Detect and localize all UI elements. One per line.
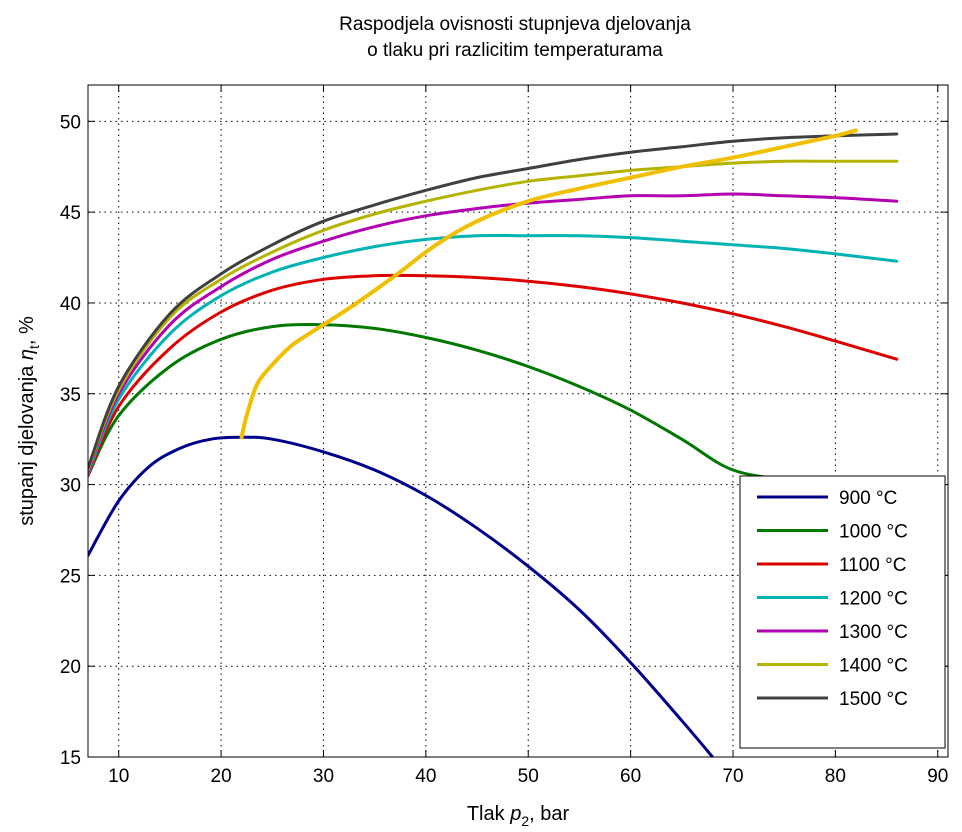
legend-label-3: 1200 °C bbox=[839, 589, 908, 610]
y-tick-label-0: 15 bbox=[60, 748, 81, 769]
axis-ticks: 10 20 30 40 50 60 70 80 90 15 20 25 30 35 40 45 50 bbox=[60, 85, 948, 787]
x-tick-label-0: 10 bbox=[108, 766, 129, 787]
y-axis-label: stupanj djelovanja ηt, % bbox=[16, 316, 42, 526]
series-lines bbox=[88, 128, 899, 757]
y-tick-label-4: 35 bbox=[60, 385, 81, 406]
chart-title-line-1: Raspodjela ovisnosti stupnjeva djelovanj… bbox=[339, 14, 691, 35]
x-tick-label-7: 80 bbox=[825, 766, 846, 787]
y-tick-label-6: 45 bbox=[60, 203, 81, 224]
legend: 900 °C 1000 °C 1100 °C 1200 °C 1300 °C 1400 °… bbox=[739, 475, 946, 749]
y-axis-label-prefix: stupanj djelovanja bbox=[16, 360, 38, 526]
y-tick-label-5: 40 bbox=[60, 294, 81, 315]
chart-title-line-2: o tlaku pri razlicitim temperaturama bbox=[367, 40, 663, 61]
y-axis-label-subscript: t bbox=[26, 345, 42, 349]
x-tick-label-4: 50 bbox=[518, 766, 539, 787]
legend-label-1: 1000 °C bbox=[839, 522, 908, 543]
x-tick-label-2: 30 bbox=[313, 766, 334, 787]
series-line-2 bbox=[88, 273, 899, 477]
series-line-3 bbox=[88, 233, 899, 476]
y-tick-label-7: 50 bbox=[60, 112, 81, 133]
x-axis-label-symbol: p bbox=[509, 803, 521, 825]
series-line-5 bbox=[88, 159, 899, 472]
series-line-4 bbox=[88, 192, 899, 474]
x-tick-label-5: 60 bbox=[620, 766, 641, 787]
y-axis-label-suffix: , % bbox=[16, 316, 38, 345]
y-tick-label-3: 30 bbox=[60, 476, 81, 497]
legend-label-0: 900 °C bbox=[839, 488, 897, 509]
x-tick-label-3: 40 bbox=[415, 766, 436, 787]
legend-box bbox=[739, 475, 946, 749]
x-tick-label-8: 90 bbox=[927, 766, 948, 787]
x-tick-label-1: 20 bbox=[211, 766, 232, 787]
optimum-envelope-line bbox=[239, 128, 858, 440]
plot-frame bbox=[87, 84, 949, 758]
y-tick-label-1: 20 bbox=[60, 657, 81, 678]
legend-label-5: 1400 °C bbox=[839, 656, 908, 677]
y-tick-label-2: 25 bbox=[60, 566, 81, 587]
series-line-0 bbox=[88, 435, 714, 757]
legend-label-2: 1100 °C bbox=[839, 555, 906, 576]
legend-label-4: 1300 °C bbox=[839, 622, 908, 643]
legend-label-6: 1500 °C bbox=[839, 689, 908, 710]
x-axis-label-prefix: Tlak bbox=[467, 803, 510, 825]
x-tick-label-6: 70 bbox=[722, 766, 743, 787]
series-line-1 bbox=[88, 323, 796, 483]
grid bbox=[88, 85, 948, 758]
x-axis-label-suffix: , bar bbox=[529, 803, 569, 825]
y-axis-label-symbol: η bbox=[16, 349, 38, 360]
x-axis-label: Tlak p2, bar bbox=[467, 803, 570, 829]
series-line-6 bbox=[88, 132, 899, 470]
x-axis-label-subscript: 2 bbox=[521, 813, 529, 829]
